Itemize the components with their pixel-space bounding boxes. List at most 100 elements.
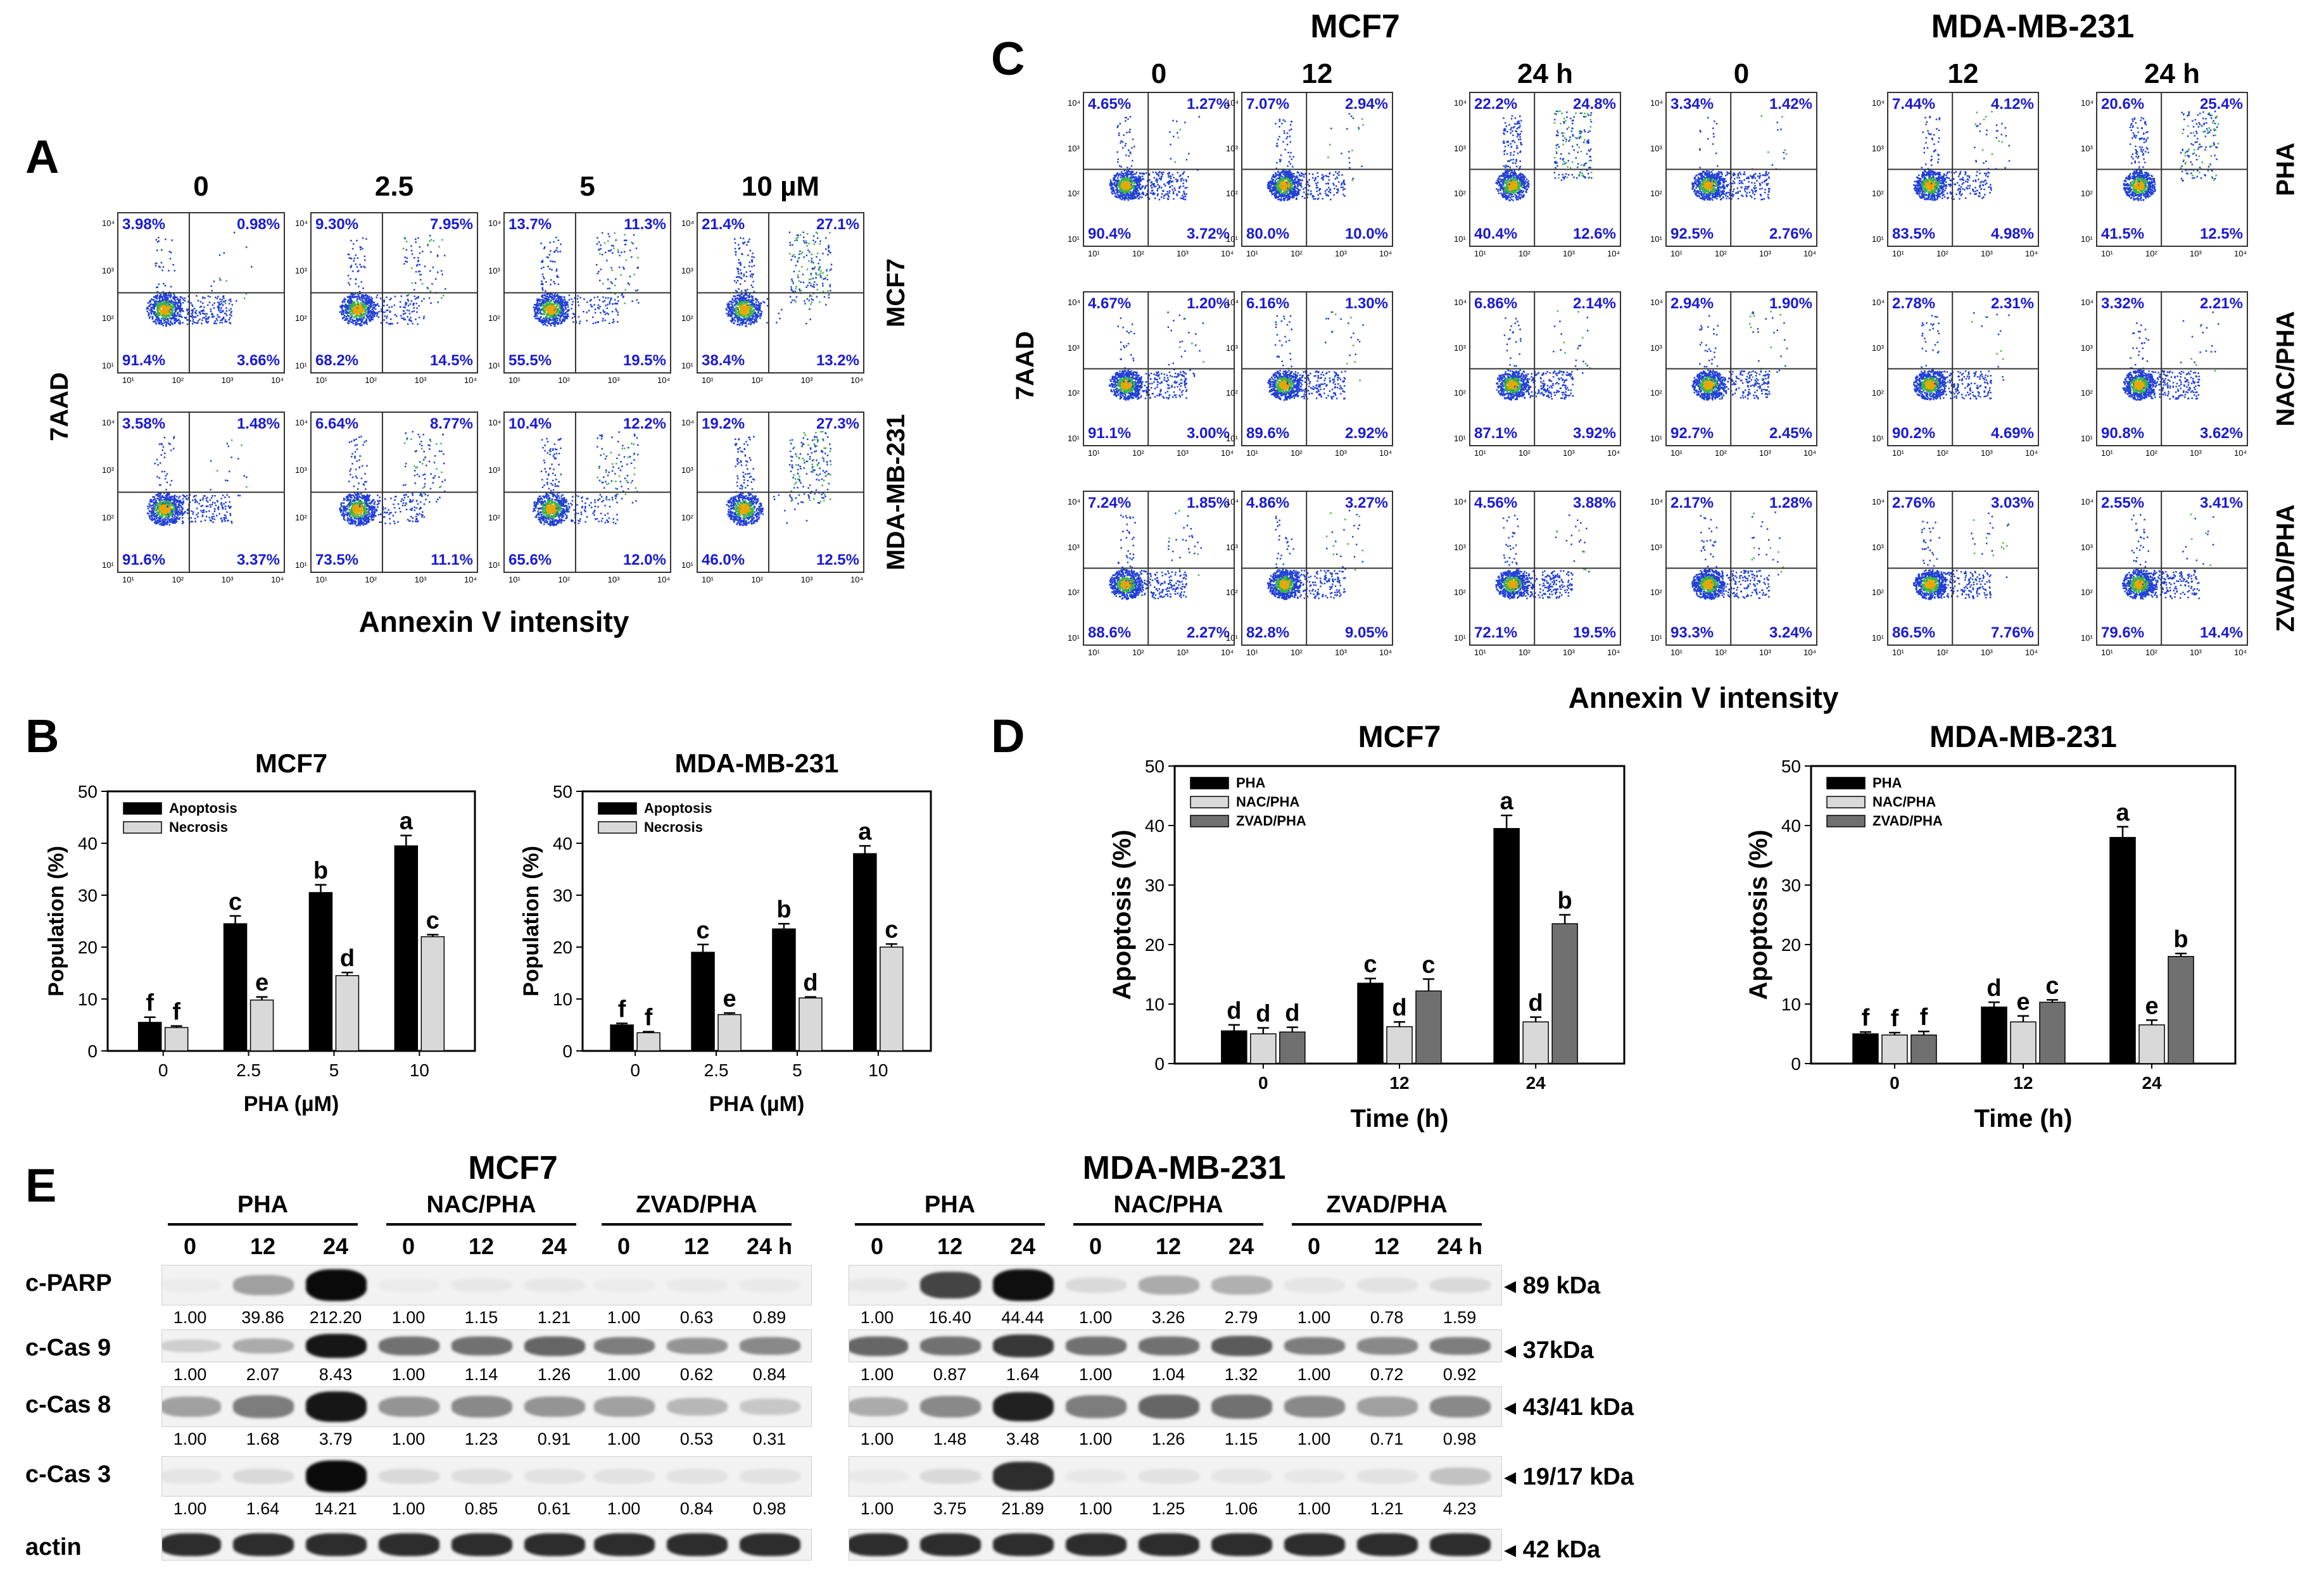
panel-a-r0c2-xtick: 10³ bbox=[608, 375, 620, 385]
chart2-legend-label: NAC/PHA bbox=[1236, 794, 1299, 810]
panel-e-densitometry-value: 1.26 bbox=[516, 1365, 592, 1385]
panel-c-r2c0-quadrant-ur: 1.85% bbox=[1187, 494, 1230, 512]
panel-c-r1c4-ytick: 10³ bbox=[1872, 343, 1884, 353]
panel-e-blot-strip bbox=[161, 1265, 812, 1305]
chart2-legend-swatch bbox=[1190, 815, 1229, 827]
panel-e-band bbox=[379, 1278, 439, 1293]
panel-a-r1c1-ytick: 10³ bbox=[295, 465, 307, 475]
panel-e-band bbox=[1357, 1397, 1418, 1417]
panel-c-r1c4-xtick: 10² bbox=[1936, 448, 1948, 458]
panel-c-r0c1-xtick: 10¹ bbox=[1246, 249, 1258, 258]
chart3-bar bbox=[1852, 1033, 1879, 1064]
panel-a-r0c0-xtick: 10⁴ bbox=[271, 375, 284, 385]
panel-c-r0c3-xtick: 10⁴ bbox=[1803, 249, 1816, 258]
panel-c-r0c2-xtick: 10³ bbox=[1563, 249, 1575, 258]
panel-a-r1c2-xtick: 10⁴ bbox=[657, 575, 670, 584]
panel-e-group-underline bbox=[1073, 1223, 1263, 1226]
panel-c-r0c5-ytick: 10¹ bbox=[2081, 234, 2093, 244]
chart0-ytick-label: 30 bbox=[78, 886, 98, 905]
chart0-xtick-label: 10 bbox=[410, 1060, 429, 1080]
panel-e-band bbox=[1430, 1395, 1491, 1418]
chart2-sig-letter: d bbox=[1285, 1000, 1299, 1027]
panel-a-r0c2-quadrant-lr: 19.5% bbox=[623, 352, 666, 370]
panel-c-r1c5-ytick: 10¹ bbox=[2081, 434, 2093, 443]
panel-a-r0c3-quadrant-ul: 21.4% bbox=[702, 216, 745, 234]
panel-a-r0c3-ytick: 10¹ bbox=[681, 361, 693, 370]
panel-c-r2c1-ytick: 10³ bbox=[1226, 543, 1238, 552]
panel-e-densitometry-value: 1.68 bbox=[225, 1429, 301, 1449]
panel-a-r1c2-ytick: 10³ bbox=[488, 465, 500, 475]
panel-a-r0c2-xtick: 10¹ bbox=[508, 375, 521, 385]
panel-c-r1c1-quadrant-ul: 6.16% bbox=[1246, 295, 1289, 313]
panel-a-r1c0-ytick: 10³ bbox=[102, 465, 114, 475]
chart2-ytick-label: 30 bbox=[1145, 876, 1165, 895]
panel-e-band bbox=[740, 1469, 800, 1484]
panel-e-band bbox=[849, 1469, 908, 1484]
panel-a-r0c1-xtick: 10¹ bbox=[315, 375, 327, 385]
panel-e-densitometry-value: 1.59 bbox=[1422, 1308, 1498, 1328]
chart3-ytick-label: 50 bbox=[1781, 757, 1801, 776]
panel-c-r1c1-quadrant-ur: 1.30% bbox=[1345, 295, 1388, 313]
panel-e-densitometry-value: 1.00 bbox=[586, 1308, 662, 1328]
chart1-sig-letter: c bbox=[696, 917, 709, 944]
panel-a-r1c0-flow-plot: 3.58% 1.48% 91.6% 3.37% 10¹ 10¹ 10² 10² 10³ 10³ 10… bbox=[102, 412, 285, 584]
panel-c-r0c3-quadrant-ll: 92.5% bbox=[1670, 225, 1714, 243]
chart0-ytick-label: 40 bbox=[78, 834, 98, 853]
panel-e-band bbox=[594, 1278, 655, 1293]
panel-c-r2c3-quadrant-lr: 3.24% bbox=[1769, 624, 1812, 642]
panel-c-r0c1-ytick: 10⁴ bbox=[1226, 98, 1239, 108]
panel-e-group-underline bbox=[602, 1223, 792, 1226]
panel-e-band bbox=[1066, 1336, 1127, 1355]
panel-e-band bbox=[379, 1533, 439, 1556]
panel-a-r1c3-xtick: 10² bbox=[751, 575, 763, 584]
panel-e-densitometry-value: 0.62 bbox=[659, 1365, 735, 1385]
panel-c-r0c5-xtick: 10³ bbox=[2190, 249, 2202, 258]
chart3-bar bbox=[2138, 1024, 2165, 1064]
panel-a-r1c1-ytick: 10⁴ bbox=[295, 418, 308, 427]
panel-c-r0c2-ytick: 10¹ bbox=[1454, 234, 1466, 244]
panel-e-kda-label: ◂ 19/17 kDa bbox=[1504, 1462, 1634, 1491]
chart2-ylabel: Apoptosis (%) bbox=[1108, 830, 1136, 1000]
panel-e-densitometry-value: 1.00 bbox=[1058, 1499, 1134, 1519]
panel-c-r0c2-quadrant-ll: 40.4% bbox=[1474, 225, 1517, 243]
panel-a-r0c1-quadrant-ul: 9.30% bbox=[315, 216, 358, 234]
panel-c-r0c4-quadrant-ur: 4.12% bbox=[1991, 96, 2034, 113]
panel-c-r1c0-quadrant-ul: 4.67% bbox=[1088, 295, 1131, 313]
chart2-bar bbox=[1522, 1021, 1549, 1064]
panel-a-r0c2-quadrant-ur: 11.3% bbox=[624, 216, 666, 234]
panel-c-r2c3-ytick: 10⁴ bbox=[1650, 497, 1663, 506]
panel-e-lane-label: 12 bbox=[665, 1233, 728, 1260]
panel-e-band bbox=[306, 1461, 367, 1492]
panel-c-r1c5-quadrant-ur: 2.21% bbox=[2200, 295, 2243, 313]
panel-a-r0c1-ytick: 10¹ bbox=[295, 361, 307, 370]
panel-c-r0c2-quadrant-ur: 24.8% bbox=[1573, 96, 1616, 113]
panel-a-r1c1-flow-plot: 6.64% 8.77% 73.5% 11.1% 10¹ 10¹ 10² 10² 10³ 10³ 10… bbox=[295, 412, 478, 584]
panel-e-densitometry-value: 1.00 bbox=[1276, 1308, 1352, 1328]
panel-e-row-label: c-Cas 3 bbox=[25, 1461, 111, 1488]
panel-c-r0c0-xtick: 10⁴ bbox=[1221, 249, 1234, 258]
panel-a-r0c3-xtick: 10¹ bbox=[702, 375, 714, 385]
panel-e-band bbox=[233, 1533, 294, 1556]
panel-e-band bbox=[1357, 1469, 1418, 1484]
panel-e-band bbox=[594, 1397, 655, 1417]
panel-c-r0c4-flow-plot: 7.44% 4.12% 83.5% 4.98% 10¹ 10¹ 10² 10² 10³ 10³ 10… bbox=[1872, 92, 2039, 258]
panel-a-r1c1-quadrant-ll: 73.5% bbox=[315, 551, 358, 569]
panel-e-band bbox=[162, 1278, 221, 1293]
panel-e-densitometry-value: 0.84 bbox=[659, 1499, 735, 1519]
chart3-sig-letter: e bbox=[2145, 993, 2158, 1019]
panel-e-band bbox=[920, 1395, 981, 1418]
panel-e-band bbox=[524, 1336, 585, 1356]
panel-a-r0c2-xtick: 10² bbox=[558, 375, 570, 385]
panel-c-r1c0-xtick: 10² bbox=[1132, 448, 1144, 458]
panel-c-col-header: 24 h bbox=[1469, 58, 1621, 90]
panel-e-lane-label: 24 h bbox=[1428, 1233, 1491, 1260]
chart2-title: MCF7 bbox=[1358, 720, 1441, 754]
panel-c-r1c3-ytick: 10³ bbox=[1650, 343, 1662, 353]
chart3-legend-label: NAC/PHA bbox=[1872, 794, 1936, 810]
panel-c-r1c0-ytick: 10² bbox=[1068, 388, 1080, 398]
panel-e-band bbox=[1211, 1276, 1272, 1295]
panel-c-r1c0-ytick: 10⁴ bbox=[1068, 298, 1080, 307]
chart2-sig-letter: d bbox=[1227, 998, 1241, 1024]
chart1-legend-swatch bbox=[598, 821, 637, 834]
panel-e-row-label: actin bbox=[25, 1534, 82, 1561]
